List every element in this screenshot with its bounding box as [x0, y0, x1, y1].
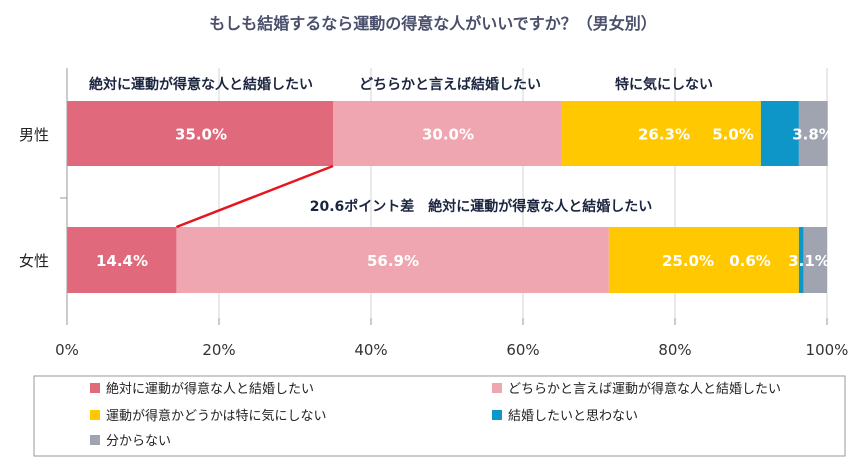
bar-segment: [798, 101, 828, 166]
legend-label: 絶対に運動が得意な人と結婚したい: [106, 381, 314, 397]
x-tick-label: 0%: [55, 341, 79, 359]
bar-data-label: 30.0%: [422, 126, 474, 144]
legend-frame: [33, 375, 846, 457]
chart-title: もしも結婚するなら運動の得意な人がいいですか？（男女別）: [209, 14, 657, 33]
x-tick-label: 60%: [506, 341, 539, 359]
x-tick-label: 100%: [806, 341, 849, 359]
bar-segment: [176, 227, 609, 293]
bar-data-label: 56.9%: [367, 252, 419, 270]
legend-label: 運動が得意かどうかは特に気にしない: [106, 408, 326, 424]
bar-segment: [760, 101, 799, 166]
bar-data-label: 35.0%: [175, 126, 227, 144]
bar-segment: [798, 227, 804, 293]
bar-data-label: 5.0%: [712, 126, 754, 144]
bar-data-label: 3.1%: [788, 252, 830, 270]
legend-label: 結婚したいと思わない: [508, 409, 638, 424]
segment-headers: 絶対に運動が得意な人と結婚したい どちらかと言えば結婚したい 特に気にしない: [89, 76, 713, 93]
bar-data-label: 14.4%: [96, 252, 148, 270]
bar-segment: [67, 101, 333, 166]
bar-segment: [561, 101, 761, 166]
segment-header-0: 絶対に運動が得意な人と結婚したい: [89, 76, 313, 93]
legend-label: 分からない: [106, 434, 171, 449]
x-tick-label: 80%: [658, 341, 691, 359]
legend-swatch: [90, 383, 100, 393]
category-labels: 男性 女性: [19, 126, 49, 270]
bar-data-label: 26.3%: [638, 126, 690, 144]
segment-header-1: どちらかと言えば結婚したい: [359, 76, 541, 93]
category-label-male: 男性: [19, 126, 49, 144]
bars: 35.0% 30.0% 26.3% 5.0% 3.8% 14.4% 56.9% 25.0% 0.…: [67, 101, 834, 293]
x-tick-label: 20%: [202, 341, 235, 359]
legend-swatch: [492, 383, 502, 393]
legend-swatch: [90, 410, 100, 420]
legend-swatch: [90, 435, 100, 445]
x-axis-ticks: 0% 20% 40% 60% 80% 100%: [55, 68, 848, 359]
bar-segment: [67, 227, 177, 293]
difference-annotation: 20.6ポイント差 絶対に運動が得意な人と結婚したい: [310, 198, 653, 215]
legend-swatch: [492, 410, 502, 420]
category-label-female: 女性: [19, 252, 49, 270]
bar-data-label: 0.6%: [729, 252, 771, 270]
legend-label: どちらかと言えば運動が得意な人と結婚したい: [508, 381, 781, 397]
segment-header-2: 特に気にしない: [615, 76, 713, 93]
bar-data-label: 25.0%: [662, 252, 714, 270]
legend: 絶対に運動が得意な人と結婚したい どちらかと言えば運動が得意な人と結婚したい運動が…: [33, 375, 846, 457]
bar-data-label: 3.8%: [792, 126, 834, 144]
bar-segment: [608, 227, 799, 293]
x-tick-label: 40%: [354, 341, 387, 359]
difference-line: [175, 164, 334, 229]
bar-segment: [803, 227, 827, 293]
bar-segment: [333, 101, 561, 166]
